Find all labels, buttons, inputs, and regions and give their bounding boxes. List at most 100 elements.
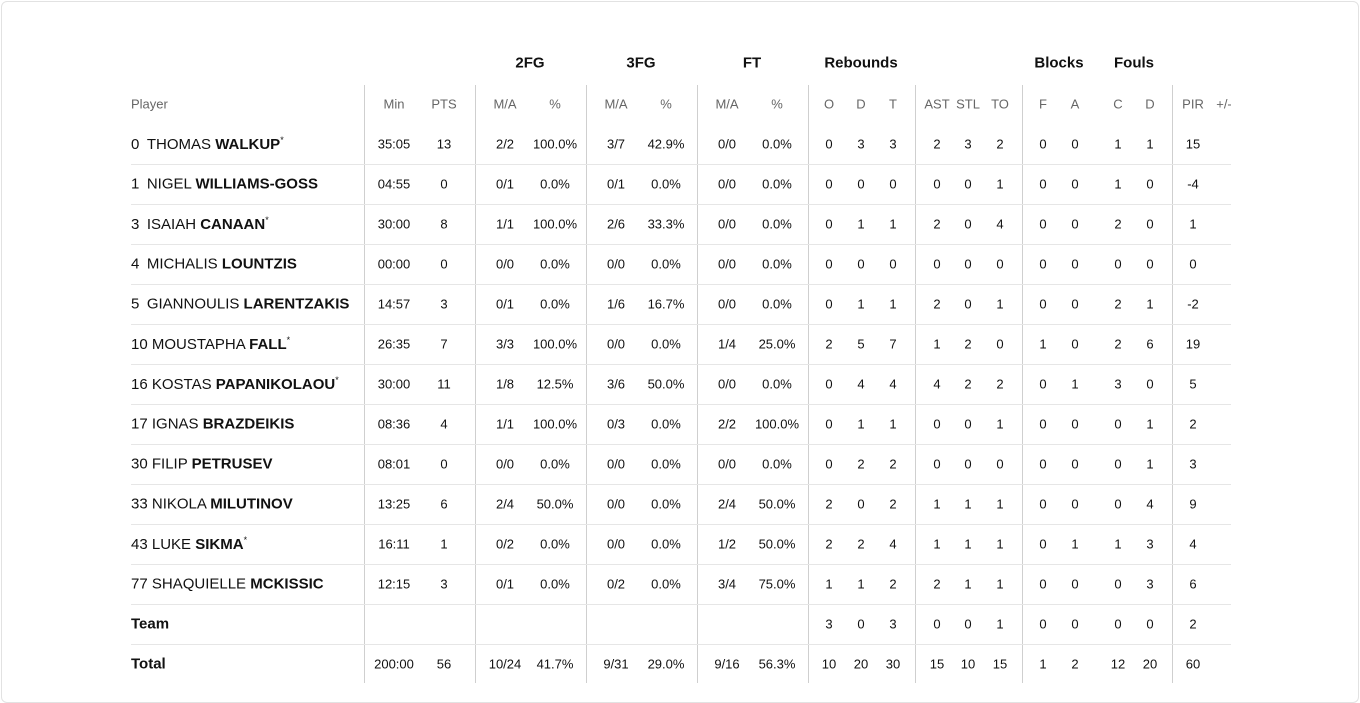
player-number: 1 xyxy=(131,175,140,193)
player-first-name: LUKE xyxy=(151,536,192,553)
row-label: Total xyxy=(131,655,166,673)
column-separator xyxy=(586,85,587,683)
stat-cell: 0.0% xyxy=(540,176,570,192)
stat-cell: 0/0 xyxy=(606,256,626,272)
stat-cell: 0.0% xyxy=(651,176,681,192)
group-header: 2FG xyxy=(515,54,545,72)
stat-cell: 56.3% xyxy=(758,656,796,672)
stat-cell: 1 xyxy=(825,576,833,592)
stat-cell: 1 xyxy=(857,576,865,592)
column-header: M/A xyxy=(493,96,517,112)
stat-cell: 0 xyxy=(1114,576,1122,592)
column-separator xyxy=(915,85,916,683)
stat-cell: 0 xyxy=(964,456,972,472)
stat-cell: 0/0 xyxy=(717,216,737,232)
stat-cell: 0 xyxy=(1039,456,1047,472)
stat-cell: 2 xyxy=(996,136,1004,152)
stat-cell: 1 xyxy=(1146,456,1154,472)
player-last-name: PAPANIKOLAOU xyxy=(215,376,336,393)
player-cell: Team xyxy=(131,616,169,633)
stat-cell: 3/6 xyxy=(606,376,626,392)
stat-cell: 0.0% xyxy=(762,296,792,312)
stat-cell: 10 xyxy=(821,656,837,672)
player-first-name: FILIP xyxy=(151,455,188,473)
stat-cell: 2 xyxy=(825,536,833,552)
starter-mark: * xyxy=(265,215,269,225)
stat-cell: 2/2 xyxy=(495,136,515,152)
row-divider xyxy=(131,644,1231,645)
row-divider xyxy=(131,484,1231,485)
stat-cell: 0 xyxy=(1071,216,1079,232)
player-cell: 1 NIGEL WILLIAMS-GOSS xyxy=(131,176,318,193)
row-divider xyxy=(131,284,1231,285)
stat-cell: 0.0% xyxy=(762,216,792,232)
stat-cell: 100.0% xyxy=(532,136,578,152)
stat-cell: 2 xyxy=(964,336,972,352)
stat-cell: 1 xyxy=(964,576,972,592)
stat-cell: 3 xyxy=(1146,536,1154,552)
stat-cell: 2 xyxy=(857,536,865,552)
stat-cell: 1 xyxy=(996,536,1004,552)
stat-cell: 10/24 xyxy=(488,656,522,672)
stat-cell: 100.0% xyxy=(532,336,578,352)
stat-cell: 3 xyxy=(825,616,833,632)
stat-cell: 15 xyxy=(1185,136,1201,152)
box-score-table: Player Min PTS M/A% 2FG M/A% 3FG M/A% FT O D T Rebo… xyxy=(131,54,1231,683)
stat-cell: 3 xyxy=(440,576,448,592)
stat-cell: 1 xyxy=(996,296,1004,312)
column-header: PIR xyxy=(1182,96,1204,112)
stat-cell: 9/16 xyxy=(714,656,740,672)
stat-cell: 2/6 xyxy=(606,216,626,232)
stat-cell: 9 xyxy=(1189,496,1197,512)
stat-cell: 100.0% xyxy=(754,416,800,432)
stat-cell: 75.0% xyxy=(758,576,796,592)
stat-cell: 10 xyxy=(960,656,976,672)
stat-cell: 2/4 xyxy=(495,496,515,512)
stat-cell: 1 xyxy=(996,576,1004,592)
player-cell: 16 KOSTAS PAPANIKOLAOU* xyxy=(131,375,339,393)
stat-cell: 0 xyxy=(1071,296,1079,312)
stat-cell: 0 xyxy=(825,136,833,152)
column-header: % xyxy=(660,96,672,112)
stat-cell: 2 xyxy=(825,336,833,352)
stat-cell: 0 xyxy=(440,456,448,472)
stat-cell: 30:00 xyxy=(377,376,411,392)
player-last-name: BRAZDEIKIS xyxy=(202,415,295,433)
stat-cell: 0 xyxy=(1039,576,1047,592)
stat-cell: 1 xyxy=(889,296,897,312)
player-cell: 17 IGNAS BRAZDEIKIS xyxy=(131,416,294,433)
row-divider xyxy=(131,604,1231,605)
player-number: 4 xyxy=(131,255,140,273)
stat-cell: 1 xyxy=(1146,296,1154,312)
player-first-name: NIGEL xyxy=(146,175,192,193)
stat-cell: 3 xyxy=(1114,376,1122,392)
stat-cell: 0/0 xyxy=(606,336,626,352)
stat-cell: 0/3 xyxy=(606,416,626,432)
stat-cell: 20 xyxy=(1142,656,1158,672)
stat-cell: 0 xyxy=(825,256,833,272)
stat-cell: 0.0% xyxy=(540,296,570,312)
column-separator xyxy=(697,85,698,683)
player-cell: 77 SHAQUIELLE MCKISSIC xyxy=(131,576,324,593)
stat-cell: 4 xyxy=(933,376,941,392)
stat-cell: 0 xyxy=(996,256,1004,272)
stat-cell: 0 xyxy=(1039,536,1047,552)
player-last-name: LOUNTZIS xyxy=(221,255,297,273)
stat-cell: 0 xyxy=(933,456,941,472)
stat-cell: 1 xyxy=(933,536,941,552)
stat-cell: 3 xyxy=(964,136,972,152)
column-separator xyxy=(808,85,809,683)
column-separator xyxy=(475,85,476,683)
stat-cell: 0/1 xyxy=(495,176,515,192)
stat-cell: 200:00 xyxy=(374,656,414,672)
player-number: 30 xyxy=(131,455,148,473)
stat-cell: 0/0 xyxy=(717,136,737,152)
stat-cell: 0 xyxy=(964,416,972,432)
stat-cell: 1 xyxy=(1146,136,1154,152)
stat-cell: 6 xyxy=(1146,336,1154,352)
stat-cell: 0 xyxy=(857,176,865,192)
stat-cell: 0 xyxy=(1071,496,1079,512)
player-number: 0 xyxy=(131,136,140,153)
stat-cell: 41.7% xyxy=(536,656,574,672)
stat-cell: 11 xyxy=(437,376,451,392)
